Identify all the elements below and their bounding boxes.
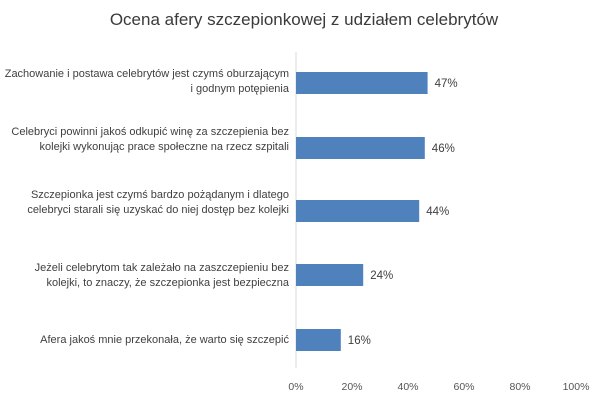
value-label-4: 24%	[370, 270, 393, 282]
value-label-2: 46%	[432, 143, 455, 155]
category-label-5: Afera jakoś mnie przekonała, że warto si…	[40, 334, 289, 346]
category-label-1: Zachowanie i postawa celebrytów jest czy…	[4, 68, 289, 95]
category-label-4: Jeżeli celebrytom tak zależało na zaszcz…	[34, 262, 289, 289]
x-tick-label-60: 60%	[453, 381, 474, 393]
bar-4	[296, 264, 364, 286]
bar-5	[296, 329, 341, 351]
bar-2	[296, 137, 425, 159]
category-label-3: Szczepionka jest czymś bardzo pożądanym …	[27, 189, 289, 216]
value-label-3: 44%	[426, 206, 449, 218]
chart-title: Ocena afery szczepionkowej z udziałem ce…	[109, 10, 499, 29]
x-tick-label-100: 100%	[563, 381, 590, 393]
x-tick-label-40: 40%	[397, 381, 418, 393]
x-tick-label-0: 0%	[288, 381, 303, 393]
bar-3	[296, 200, 420, 222]
category-label-2: Celebryci powinni jakoś odkupić winę za …	[11, 126, 289, 153]
x-tick-label-20: 20%	[341, 381, 362, 393]
bar-1	[296, 72, 428, 94]
value-label-1: 47%	[435, 78, 458, 90]
x-tick-label-80: 80%	[509, 381, 530, 393]
value-label-5: 16%	[348, 335, 371, 347]
